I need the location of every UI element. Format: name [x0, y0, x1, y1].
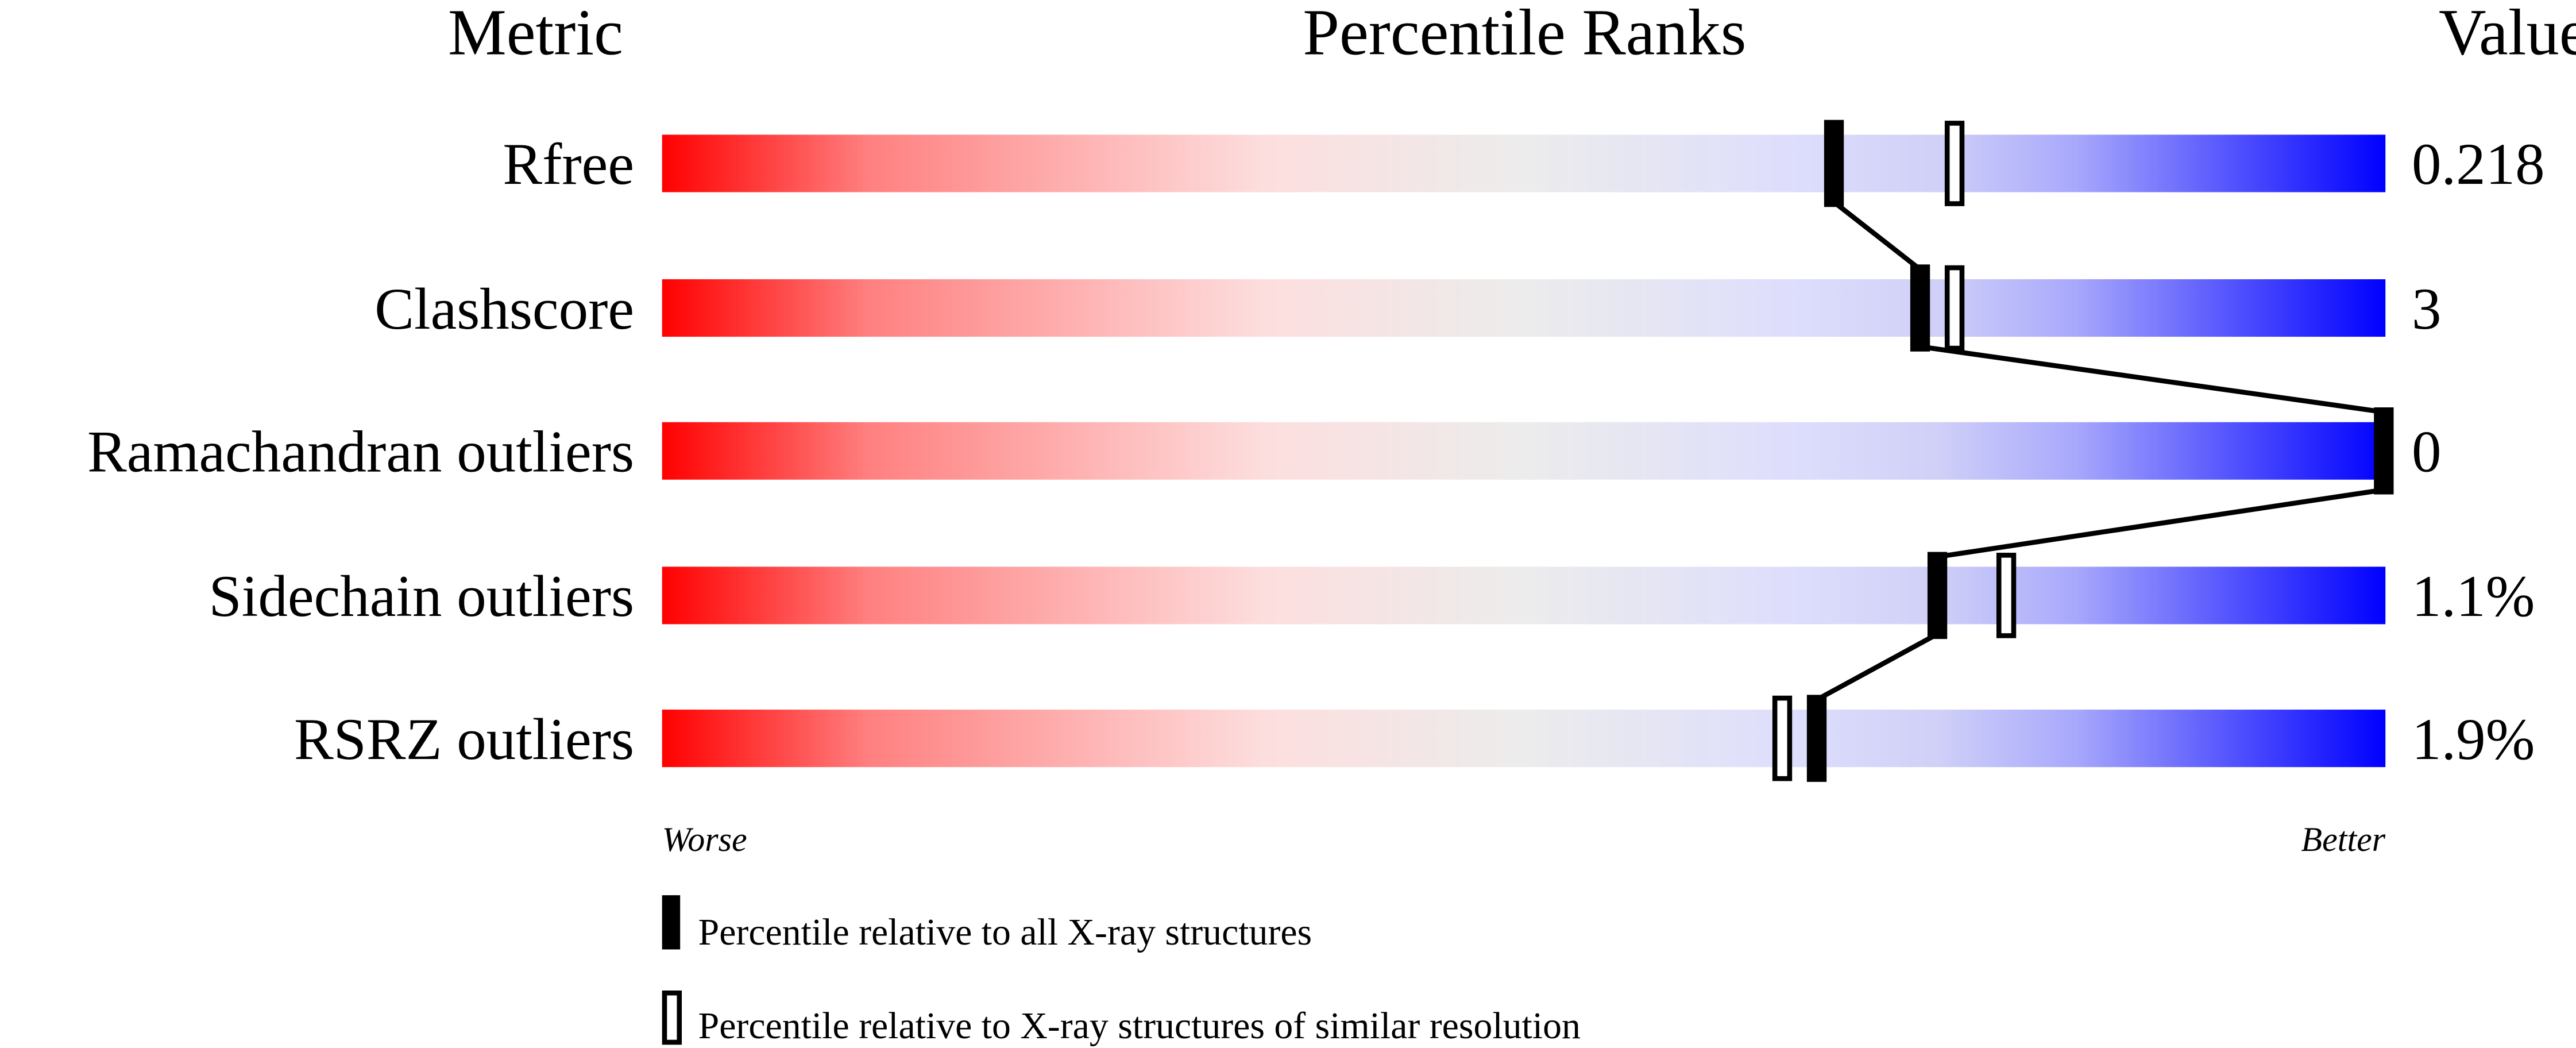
all-structures-marker: [1927, 552, 1948, 639]
all-structures-marker: [1824, 120, 1844, 207]
gradient-bar: [662, 134, 2386, 192]
metric-value: 3: [2412, 276, 2441, 342]
legend-filled-label: Percentile relative to all X-ray structu…: [698, 911, 1312, 953]
metric-label: RSRZ outliers: [294, 707, 634, 772]
connector-line: [1815, 631, 1939, 702]
gradient-bar: [662, 567, 2386, 625]
metric-label: Ramachandran outliers: [87, 419, 634, 485]
connector-line: [1832, 200, 1922, 272]
legend-open-marker: [662, 990, 682, 1045]
metric-value: 1.1%: [2412, 564, 2535, 629]
better-label: Better: [2301, 820, 2385, 858]
header-value: Value: [2439, 0, 2576, 68]
connector-line: [1920, 344, 2386, 415]
header-metric: Metric: [448, 0, 623, 68]
similar-resolution-marker: [1944, 265, 1965, 351]
metric-label: Sidechain outliers: [208, 564, 634, 629]
metric-label: Clashscore: [374, 276, 634, 342]
all-structures-marker: [1910, 264, 1930, 352]
similar-resolution-marker: [1772, 695, 1793, 781]
gradient-bar: [662, 710, 2386, 768]
all-structures-marker: [2374, 407, 2394, 495]
gradient-bar: [662, 422, 2386, 480]
header-percentile-ranks: Percentile Ranks: [1303, 0, 1746, 68]
gradient-bar: [662, 279, 2386, 337]
legend-open-label: Percentile relative to X-ray structures …: [698, 1005, 1581, 1047]
legend-filled-marker: [662, 895, 681, 950]
metric-label: Rfree: [503, 132, 634, 197]
similar-resolution-marker: [1944, 121, 1965, 206]
all-structures-marker: [1806, 695, 1827, 782]
connector-line: [1937, 487, 2386, 560]
worse-label: Worse: [662, 820, 747, 858]
metric-value: 0.218: [2412, 132, 2545, 197]
metric-value: 1.9%: [2412, 707, 2535, 772]
similar-resolution-marker: [1996, 553, 2017, 638]
metric-value: 0: [2412, 419, 2441, 485]
